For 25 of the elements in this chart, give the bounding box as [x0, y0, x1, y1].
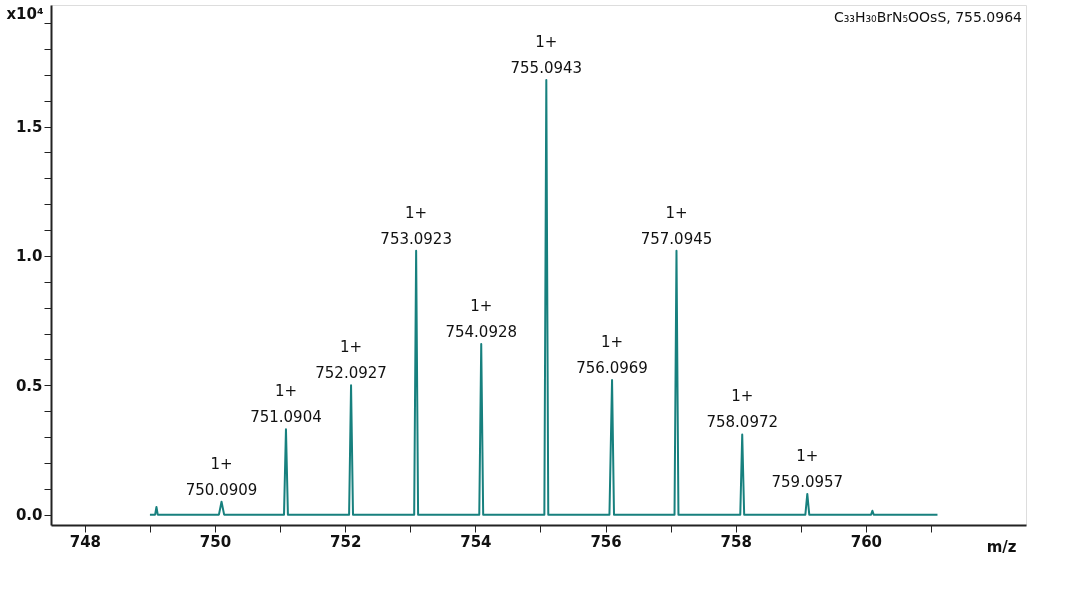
annotation: 1+ 758.0972 — [706, 387, 779, 432]
annotation: 1+ 759.0957 — [771, 446, 844, 491]
annotation: 1+ 750.0909 — [185, 454, 258, 499]
annotation: 1+ 753.0923 — [380, 203, 452, 248]
x-tick-label: 760 — [850, 532, 883, 551]
x-tick-label: 758 — [720, 532, 752, 551]
x-tick-label: 750 — [199, 532, 232, 551]
x-tick-label: 754 — [460, 532, 492, 551]
x-tick-label: 748 — [69, 532, 101, 551]
x-axis-title: m/z — [986, 537, 1017, 556]
x-tick-label: 752 — [330, 532, 362, 551]
y-tick-label: 1.5 — [15, 118, 43, 137]
y-tick-label: 1.0 — [15, 247, 43, 266]
annotation: 1+ 752.0927 — [315, 338, 387, 383]
annotation: 1+ 754.0928 — [445, 296, 518, 341]
line-series — [148, 79, 939, 516]
x-tick-label: 756 — [590, 532, 622, 551]
annotation: 1+ 755.0943 — [510, 33, 583, 78]
y-axis-title: x10⁴ — [6, 4, 44, 23]
annotation: 1+ 757.0945 — [640, 203, 713, 248]
annotation: 1+ 751.0904 — [250, 382, 322, 427]
y-tick-label: 0.5 — [15, 376, 43, 395]
y-tick-label: 0.0 — [15, 506, 43, 525]
annotation: 1+ 756.0969 — [576, 333, 648, 378]
annotation: C₃₃H₃₀BrN₅OOsS, 755.0964 — [833, 9, 1023, 25]
